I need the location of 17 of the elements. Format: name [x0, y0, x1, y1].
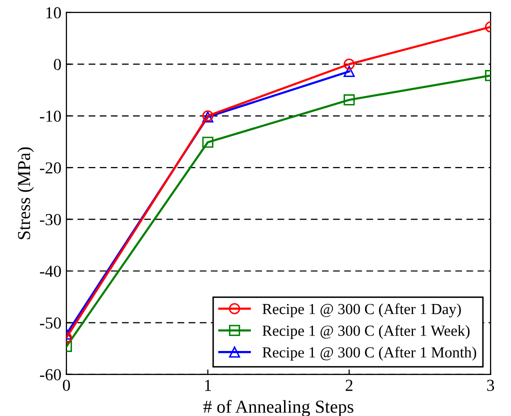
y-tick-label: -30 — [40, 214, 61, 226]
x-tick-label: 0 — [62, 380, 70, 391]
legend-label: Recipe 1 @ 300 C (After 1 Month) — [262, 346, 476, 361]
y-tick-label: 0 — [54, 58, 61, 70]
y-tick-label: -50 — [40, 317, 61, 329]
y-tick-label: -40 — [40, 266, 61, 277]
y-axis-title: Stress (MPa) — [17, 147, 34, 240]
y-tick-label: -60 — [40, 369, 61, 380]
x-tick-label: 1 — [205, 380, 211, 391]
legend-label: Recipe 1 @ 300 C (After 1 Day) — [262, 303, 461, 318]
x-tick-label: 3 — [487, 380, 494, 391]
x-tick-label: 2 — [346, 380, 352, 391]
y-tick-label: -20 — [40, 162, 61, 174]
y-tick-label: -10 — [40, 110, 61, 122]
y-tick-label: 10 — [46, 7, 61, 18]
legend-label: Recipe 1 @ 300 C (After 1 Week) — [262, 324, 470, 339]
point — [344, 66, 355, 77]
